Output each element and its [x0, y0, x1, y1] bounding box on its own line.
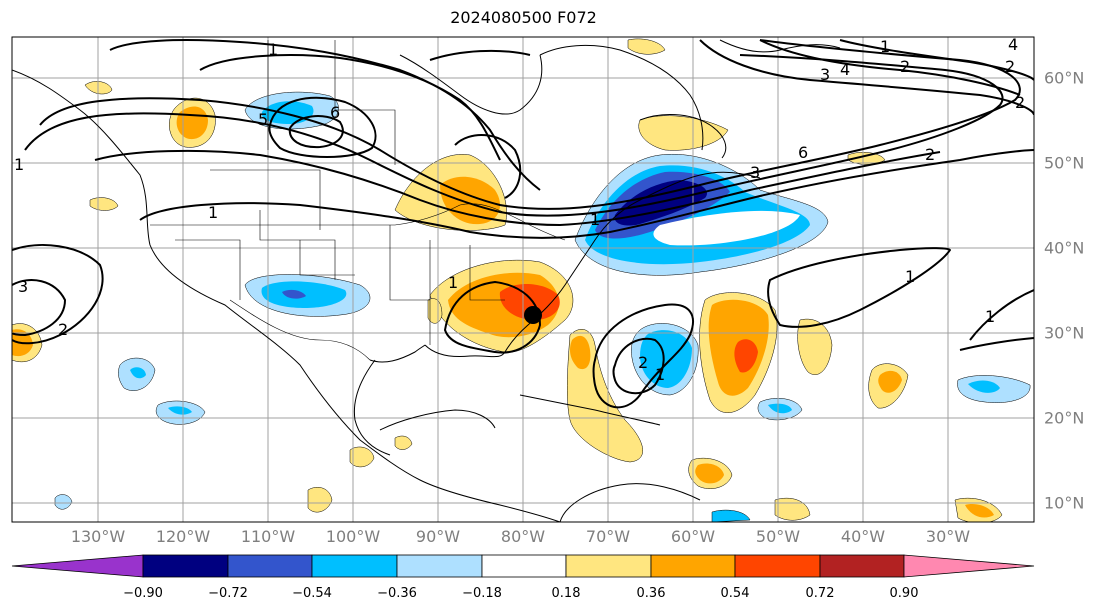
lat-label: 60°N	[1044, 68, 1085, 88]
colorbar-bin	[311, 554, 398, 578]
colorbar-tick-label: −0.90	[123, 586, 163, 601]
contour-label: 3	[18, 277, 28, 296]
contour-label: 2	[925, 145, 935, 164]
contour-label: 1	[655, 365, 665, 384]
map-title: 2024080500 F072	[450, 8, 597, 27]
contour-label: 1	[985, 307, 995, 326]
colorbar-bin	[481, 554, 567, 578]
contour-label: 1	[268, 40, 278, 59]
colorbar-tick-label: 0.72	[805, 586, 835, 601]
colorbar-tick-label: −0.54	[292, 586, 332, 601]
lon-label: 120°W	[155, 527, 211, 546]
lat-label: 50°N	[1044, 153, 1085, 173]
colorbar-bin	[142, 554, 229, 578]
contour-label: 6	[798, 143, 808, 162]
contour-label-group: 1 1 1 1 1 1 1 1 1 2 2 2 2 2 2 3 3 3 4 4 …	[14, 35, 1025, 384]
lon-label: 50°W	[755, 527, 801, 546]
contour-lines	[12, 39, 1034, 409]
us-borders	[150, 40, 566, 361]
lat-label: 10°N	[1044, 493, 1085, 513]
contour-label: 3	[750, 163, 760, 182]
colorbar-bin	[819, 554, 905, 578]
colorbar-extend-high	[903, 554, 1035, 578]
contour-label: 4	[1008, 35, 1018, 54]
lon-label: 70°W	[585, 527, 631, 546]
colorbar-tick-label: −0.72	[208, 586, 248, 601]
lat-label: 40°N	[1044, 238, 1085, 258]
storm-center-marker	[524, 306, 542, 324]
lon-label: 90°W	[415, 527, 461, 546]
contour-label: 3	[820, 65, 830, 84]
contour-label: 6	[330, 103, 340, 122]
contour-label: 1	[448, 273, 458, 292]
contour-label: 2	[900, 57, 910, 76]
colorbar-bin	[565, 554, 652, 578]
contour-label: 2	[1015, 93, 1025, 112]
colorbar-tick-label: −0.18	[462, 586, 502, 601]
lat-label: 30°N	[1044, 323, 1085, 343]
colorbar-bin	[650, 554, 736, 578]
contour-label: 4	[840, 60, 850, 79]
graticule	[12, 37, 1034, 522]
contour-label: 1	[590, 210, 600, 229]
lat-label: 20°N	[1044, 408, 1085, 428]
lon-label: 60°W	[670, 527, 716, 546]
lon-label: 30°W	[925, 527, 971, 546]
contour-label: 2	[638, 353, 648, 372]
lon-label: 80°W	[500, 527, 546, 546]
map-frame	[11, 36, 1035, 523]
lon-label: 100°W	[325, 527, 381, 546]
colorbar-extend-low	[11, 554, 144, 578]
contour-label: 2	[1005, 57, 1015, 76]
contour-label: 1	[208, 203, 218, 222]
colorbar	[11, 554, 1035, 578]
contour-label: 1	[14, 155, 24, 174]
lon-label: 110°W	[240, 527, 296, 546]
coastlines	[12, 39, 841, 522]
colorbar-bin	[396, 554, 483, 578]
contour-label: 1	[880, 37, 890, 56]
colorbar-tick-label: 0.54	[720, 586, 750, 601]
contour-label: 5	[258, 110, 268, 129]
lon-label: 130°W	[70, 527, 126, 546]
contour-label: 1	[905, 267, 915, 286]
lon-label: 40°W	[840, 527, 886, 546]
colorbar-bin	[734, 554, 821, 578]
anomaly-shading	[12, 38, 1031, 522]
colorbar-bin	[227, 554, 313, 578]
colorbar-tick-label: 0.18	[551, 586, 581, 601]
colorbar-tick-label: −0.36	[377, 586, 417, 601]
contour-label: 2	[58, 320, 68, 339]
colorbar-tick-label: 0.36	[636, 586, 666, 601]
colorbar-tick-label: 0.90	[889, 586, 919, 601]
